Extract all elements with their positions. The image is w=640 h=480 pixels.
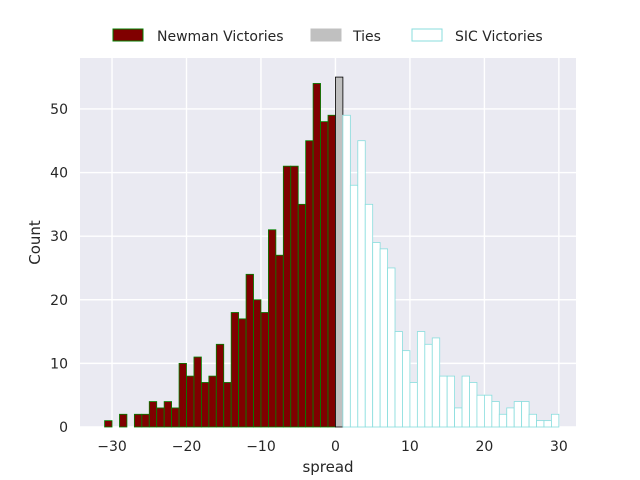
bar-sic [394, 331, 403, 428]
y-tick-label: 40 [50, 166, 68, 182]
bar-sic [387, 267, 396, 428]
x-tick-label: −10 [246, 439, 276, 455]
bar-newman [178, 362, 187, 428]
y-axis-label: Count [26, 220, 44, 265]
bar-sic [528, 413, 537, 428]
bar-newman [171, 407, 180, 428]
bar-newman [282, 165, 292, 428]
bar-newman [193, 356, 202, 428]
bar-sic [409, 382, 418, 428]
bar-newman [290, 165, 299, 428]
bar-sic [439, 375, 448, 428]
x-tick-label: 0 [331, 439, 340, 455]
x-tick-label: 30 [550, 439, 568, 455]
bar-sic [402, 350, 411, 428]
bar-sic [536, 420, 545, 428]
bar-sic [431, 337, 441, 428]
bar-newman [268, 229, 277, 428]
x-tick-label: 10 [401, 439, 419, 455]
bar-newman [238, 318, 247, 428]
legend-label-ties: Ties [352, 29, 381, 45]
bar-newman [297, 203, 307, 428]
x-tick-label: 20 [475, 439, 493, 455]
bar-newman [119, 413, 128, 428]
y-axis-ticks: 0 10 20 30 40 50 [50, 102, 68, 436]
bar-sic [416, 331, 426, 428]
bar-sic [372, 242, 381, 428]
bar-sic [469, 382, 478, 428]
bar-ties [335, 76, 344, 428]
legend-swatch-sic-victories [411, 28, 443, 42]
bar-sic [379, 248, 388, 428]
bar-sic [543, 420, 552, 428]
bar-sic [513, 401, 523, 428]
bar-sic [454, 407, 463, 428]
bar-sic [551, 413, 560, 428]
bar-newman [186, 375, 195, 428]
legend-label-newman-victories: Newman Victories [157, 29, 284, 45]
bar-sic [491, 401, 500, 428]
x-axis-ticks: −30 −20 −10 0 10 20 30 [97, 439, 568, 455]
bar-sic [483, 394, 493, 428]
y-tick-label: 30 [50, 229, 68, 245]
legend-swatch-newman-victories [112, 28, 144, 42]
x-tick-label: −30 [97, 439, 127, 455]
bar-newman [253, 299, 262, 428]
legend-swatch-ties [310, 28, 342, 42]
legend: Newman Victories Ties SIC Victories [112, 28, 543, 45]
bar-sic [349, 184, 359, 428]
bar-newman [312, 83, 321, 428]
bar-newman [141, 413, 150, 428]
bar-newman [245, 273, 254, 428]
y-tick-label: 10 [50, 356, 68, 372]
legend-label-sic-victories: SIC Victories [455, 29, 543, 45]
bar-newman [148, 401, 158, 428]
bar-sic [521, 401, 530, 428]
bar-sic [342, 114, 351, 428]
bar-newman [223, 382, 232, 428]
y-tick-label: 50 [50, 102, 68, 118]
bar-newman [133, 413, 143, 428]
bar-newman [327, 114, 336, 428]
bar-sic [461, 375, 470, 428]
bar-sic [357, 140, 366, 428]
bar-newman [230, 312, 240, 428]
bar-sic [446, 375, 456, 428]
bar-newman [208, 375, 217, 428]
bar-sic [364, 203, 374, 428]
bar-sic [476, 394, 485, 428]
bar-sic [498, 413, 508, 428]
y-tick-label: 20 [50, 293, 68, 309]
bar-newman [156, 407, 165, 428]
x-tick-label: −20 [172, 439, 202, 455]
bar-newman [200, 382, 210, 428]
bar-newman [163, 401, 173, 428]
bar-sic [506, 407, 515, 428]
bar-newman [305, 140, 314, 428]
bar-newman [275, 254, 284, 428]
bar-sic [424, 343, 433, 428]
bar-newman [320, 121, 329, 428]
y-tick-label: 0 [59, 420, 68, 436]
bars [104, 76, 560, 428]
bar-newman [104, 420, 113, 428]
x-axis-label: spread [302, 458, 353, 476]
bar-newman [260, 312, 269, 428]
bar-newman [215, 343, 225, 428]
